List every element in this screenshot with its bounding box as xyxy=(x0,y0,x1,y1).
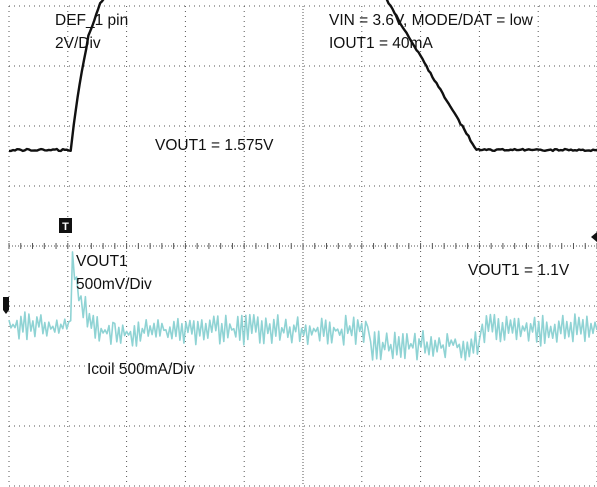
trace-vout1 xyxy=(9,0,597,153)
conditions-label-2: IOUT1 = 40mA xyxy=(329,35,433,52)
vout-channel-name-label: VOUT1 xyxy=(76,253,128,270)
ch1-scale-label: 2V/Div xyxy=(55,35,101,52)
graticule-center-ticks xyxy=(8,243,597,249)
trigger-level-arrow-icon xyxy=(591,232,597,242)
vout-high-label: VOUT1 = 1.575V xyxy=(155,137,274,154)
ground-reference-marker-icon xyxy=(3,297,9,314)
trigger-marker: T xyxy=(59,218,72,233)
ch1-name-label: DEF_1 pin xyxy=(55,12,128,29)
vout-channel-scale-label: 500mV/Div xyxy=(76,276,152,293)
traces xyxy=(8,0,597,361)
svg-text:T: T xyxy=(62,221,69,233)
graticule xyxy=(8,5,597,487)
vout-low-label: VOUT1 = 1.1V xyxy=(468,262,570,279)
trace-icoil xyxy=(8,251,597,361)
conditions-label-1: VIN = 3.6V, MODE/DAT = low xyxy=(329,12,534,29)
icoil-label: Icoil 500mA/Div xyxy=(87,361,195,378)
